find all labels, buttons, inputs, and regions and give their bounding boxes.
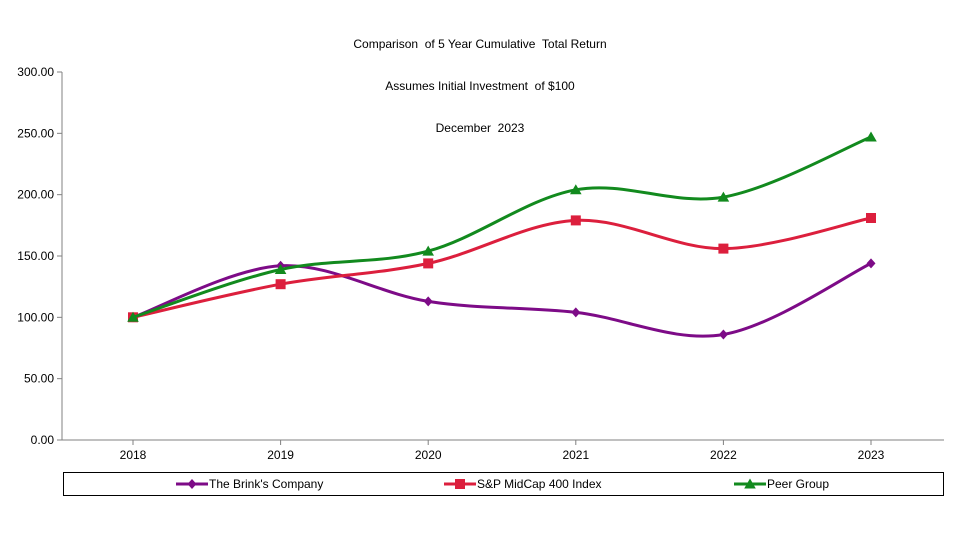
y-axis-label: 50.00 <box>24 372 54 386</box>
x-axis-label: 2018 <box>120 448 147 462</box>
data-point-triangle-peer-group <box>570 184 582 195</box>
data-point-diamond-the-brink-s-company <box>866 258 876 269</box>
legend-item-brinks: The Brink's Company <box>176 473 323 495</box>
data-point-triangle-peer-group <box>717 191 730 202</box>
x-axis-label: 2020 <box>415 448 442 462</box>
y-axis-label: 100.00 <box>17 310 54 324</box>
data-point-triangle-peer-group <box>422 245 434 256</box>
data-point-triangle-peer-group <box>274 264 287 274</box>
data-point-square-s-p-midcap-400-index <box>570 215 581 226</box>
y-axis-label: 200.00 <box>17 188 54 202</box>
legend-item-peer-group: Peer Group <box>734 473 829 495</box>
legend-marker-peer-group <box>744 478 756 489</box>
legend-label-peer-group: Peer Group <box>767 477 830 491</box>
data-point-diamond-the-brink-s-company <box>423 296 433 307</box>
series-line-peer-group <box>131 135 873 319</box>
data-point-diamond-the-brink-s-company <box>718 329 728 340</box>
axis-lines <box>61 72 944 441</box>
series-line-the-brink-s-company <box>131 261 873 338</box>
x-axis-label: 2022 <box>710 448 737 462</box>
x-axis-label: 2021 <box>562 448 589 462</box>
legend-label-sp-midcap: S&P MidCap 400 Index <box>477 477 602 491</box>
y-axis-label: 300.00 <box>17 65 54 79</box>
data-point-square-s-p-midcap-400-index <box>423 258 434 269</box>
chart-title: Comparison of 5 Year Cumulative Total Re… <box>0 9 960 163</box>
y-axis-label: 150.00 <box>17 249 54 263</box>
data-point-triangle-peer-group <box>127 311 139 322</box>
series-line-s-p-midcap-400-index <box>131 216 873 319</box>
x-axis-label: 2019 <box>267 448 294 462</box>
legend-item-sp-midcap: S&P MidCap 400 Index <box>444 473 602 495</box>
data-point-square-s-p-midcap-400-index <box>275 279 286 290</box>
chart-title-line1: Comparison of 5 Year Cumulative Total Re… <box>353 37 607 51</box>
y-axis-label: 0.00 <box>31 433 55 447</box>
square-marker-icon <box>444 479 476 489</box>
data-point-square-s-p-midcap-400-index <box>718 243 729 254</box>
chart-title-line3: December 2023 <box>435 121 525 135</box>
legend-marker-the-brink-s-company <box>187 479 197 489</box>
diamond-marker-icon <box>176 479 208 489</box>
x-axis-label: 2023 <box>858 448 885 462</box>
legend-marker-s-p-midcap-400-index <box>455 479 465 489</box>
legend-label-brinks: The Brink's Company <box>209 477 324 491</box>
data-point-diamond-the-brink-s-company <box>571 307 581 318</box>
triangle-marker-icon <box>734 478 766 489</box>
data-point-square-s-p-midcap-400-index <box>866 213 876 223</box>
chart-title-line2: Assumes Initial Investment of $100 <box>385 79 575 93</box>
y-axis-label: 250.00 <box>17 126 54 140</box>
legend: The Brink's Company S&P MidCap 400 Index… <box>63 472 944 496</box>
data-point-triangle-peer-group <box>865 131 877 142</box>
